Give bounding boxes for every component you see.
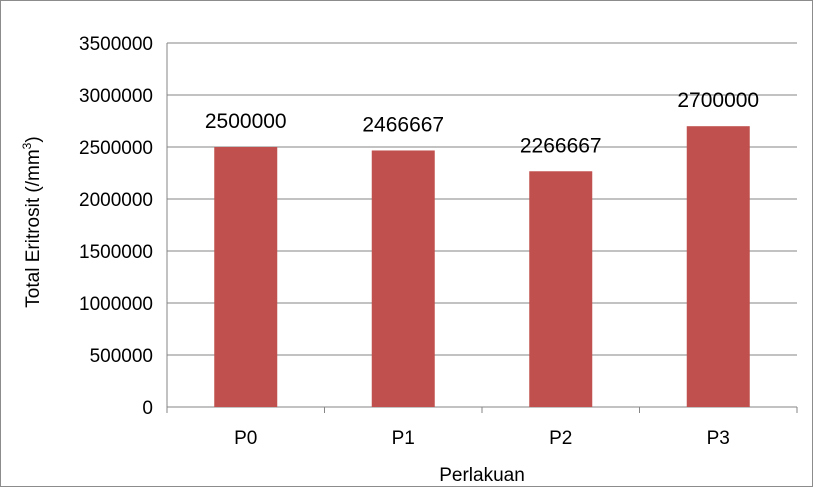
- x-tick-label-p3: P3: [707, 428, 730, 449]
- x-axis-title: Perlakuan: [439, 465, 525, 486]
- y-tick-label: 500000: [90, 346, 153, 367]
- bar-p1: [371, 150, 435, 408]
- data-label-p2: 2266667: [520, 134, 602, 157]
- x-tick-label-p1: P1: [392, 428, 415, 449]
- y-tick-label: 2000000: [79, 190, 153, 211]
- y-tick-label: 3500000: [79, 34, 153, 55]
- y-tick-label: 3000000: [79, 86, 153, 107]
- y-tick-label: 1500000: [79, 242, 153, 263]
- bar-p0: [214, 147, 278, 407]
- bar-p2: [529, 171, 593, 407]
- y-tick-label: 1000000: [79, 294, 153, 315]
- data-label-p1: 2466667: [362, 113, 444, 136]
- y-axis-title: Total Eritrosit (/mm3): [20, 136, 44, 307]
- data-label-p0: 2500000: [205, 110, 287, 133]
- bars: [214, 126, 750, 408]
- y-tick-labels: 0 500000 1000000 1500000 2000000 2500000 30000…: [79, 34, 153, 419]
- bar-p3: [686, 126, 750, 407]
- data-labels: 2500000 2466667 2266667 2700000: [205, 89, 759, 157]
- y-tick-label: 0: [142, 398, 153, 419]
- data-label-p3: 2700000: [677, 89, 759, 112]
- x-tick-label-p2: P2: [549, 428, 572, 449]
- x-tick-labels: P0 P1 P2 P3: [234, 428, 730, 449]
- y-tick-label: 2500000: [79, 138, 153, 159]
- x-tick-label-p0: P0: [234, 428, 257, 449]
